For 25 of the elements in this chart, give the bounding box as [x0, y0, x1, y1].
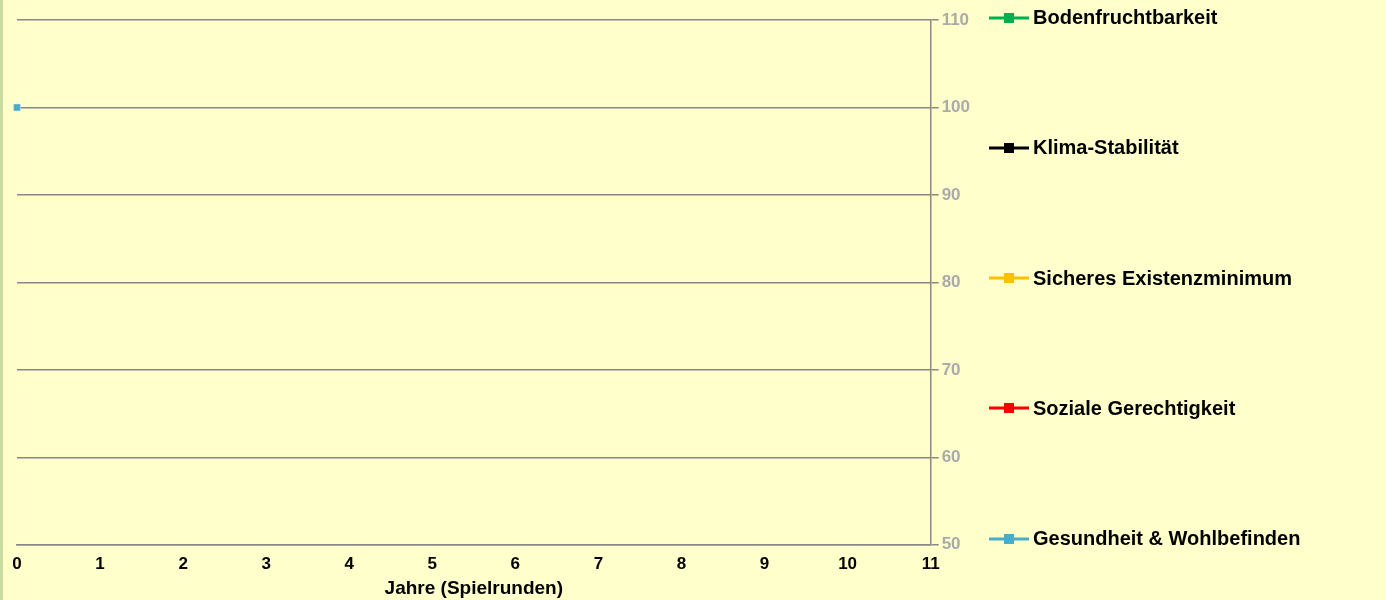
legend-label: Soziale Gerechtigkeit — [1033, 396, 1236, 420]
y-tick-label: 60 — [941, 447, 961, 467]
x-tick-label: 4 — [344, 553, 355, 573]
x-tick-label: 0 — [12, 553, 22, 573]
x-tick-label: 10 — [838, 553, 858, 573]
y-tick-label: 110 — [941, 9, 970, 29]
x-tick-label: 7 — [593, 553, 604, 573]
x-tick-label: 11 — [921, 553, 940, 573]
x-tick-label: 2 — [178, 553, 188, 573]
x-axis-title: Jahre (Spielrunden) — [384, 576, 564, 598]
x-tick-label: 5 — [427, 553, 438, 573]
y-tick-label: 100 — [941, 97, 971, 117]
legend-label: Klima-Stabilität — [1033, 136, 1179, 160]
x-tick-label: 8 — [676, 553, 687, 573]
y-tick-label: 80 — [941, 272, 961, 292]
x-tick-label: 9 — [759, 553, 770, 573]
x-tick-label: 6 — [510, 553, 521, 573]
y-tick-label: 90 — [941, 184, 961, 204]
y-tick-label: 50 — [941, 534, 961, 554]
x-tick-label: 1 — [95, 553, 105, 573]
x-tick-label: 3 — [261, 553, 271, 573]
legend-label: Sicheres Existenzminimum — [1033, 266, 1292, 290]
legend-label: Bodenfruchtbarkeit — [1033, 6, 1218, 29]
y-tick-label: 70 — [941, 359, 961, 379]
legend-label: Gesundheit & Wohlbefinden — [1033, 527, 1301, 550]
